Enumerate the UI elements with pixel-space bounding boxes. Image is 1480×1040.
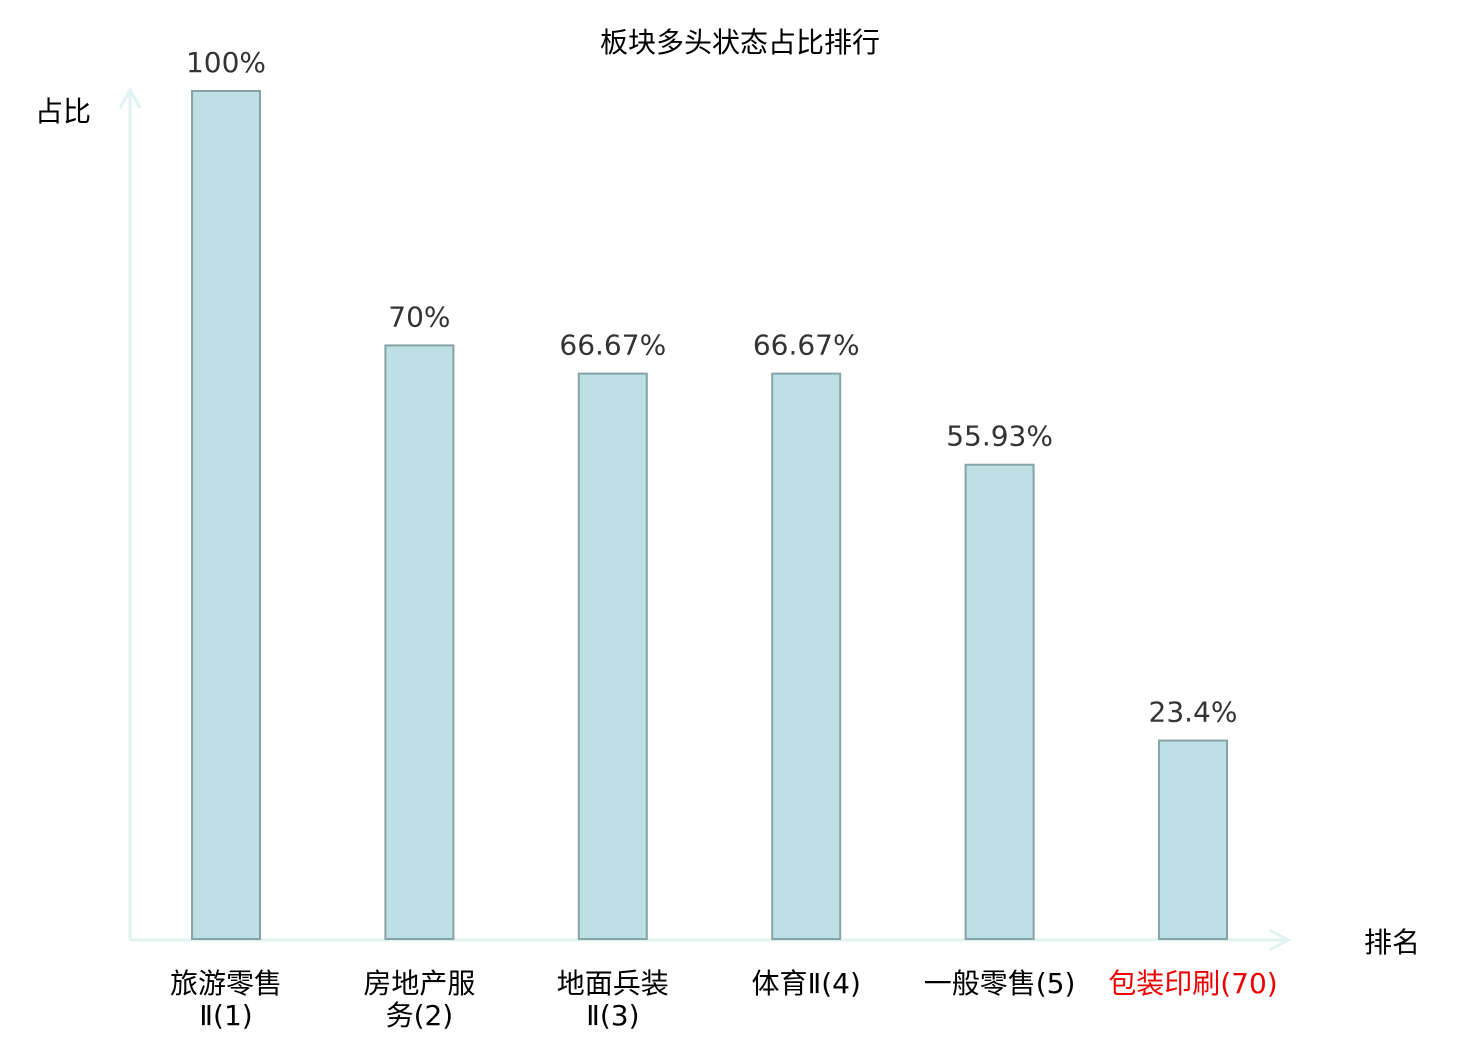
x-tick-label: 体育Ⅱ(4) — [751, 967, 860, 1000]
x-tick-label: 房地产服 — [363, 967, 475, 1000]
data-label: 66.67% — [753, 329, 860, 362]
x-tick-label: 旅游零售 — [170, 967, 282, 1000]
data-label: 55.93% — [946, 420, 1053, 453]
chart-title: 板块多头状态占比排行 — [600, 26, 880, 59]
x-tick-label: 务(2) — [386, 999, 454, 1032]
bar — [964, 463, 1035, 940]
data-label: 70% — [388, 300, 450, 333]
data-label: 66.67% — [559, 329, 666, 362]
data-label: 100% — [186, 46, 266, 79]
x-tick-label: 包装印刷(70) — [1108, 967, 1277, 1000]
bar — [771, 372, 842, 940]
data-label: 23.4% — [1149, 696, 1238, 729]
bar — [191, 90, 261, 940]
x-tick-label: Ⅱ(3) — [586, 999, 639, 1032]
y-axis-label: 占比 — [35, 95, 91, 128]
bar — [1158, 739, 1228, 940]
y-axis — [118, 86, 142, 940]
bar — [577, 372, 648, 940]
x-tick-label: Ⅱ(1) — [199, 999, 252, 1032]
x-tick-label: 一般零售(5) — [924, 967, 1076, 1000]
x-tick-label: 地面兵装 — [557, 967, 669, 1000]
x-axis — [130, 928, 1292, 952]
bar — [384, 344, 455, 940]
x-axis-label: 排名 — [1364, 926, 1420, 959]
